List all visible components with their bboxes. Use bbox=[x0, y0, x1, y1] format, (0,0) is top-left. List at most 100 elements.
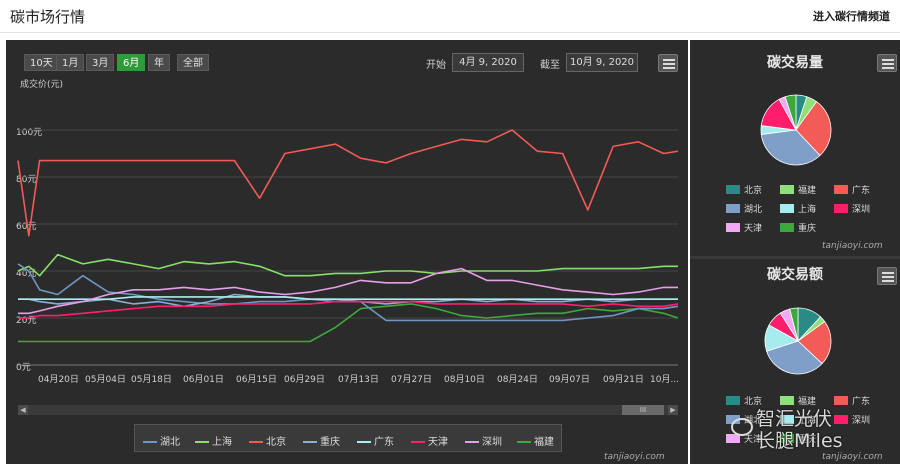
pie2-legend-guangdong[interactable]: 广东 bbox=[834, 394, 870, 407]
x-tick: 08月24日 bbox=[497, 375, 538, 385]
wechat-icon bbox=[731, 418, 753, 436]
legend-item-fujian[interactable]: 福建 bbox=[517, 433, 554, 448]
legend-swatch bbox=[834, 415, 848, 424]
x-tick: 04月20日 bbox=[38, 375, 79, 385]
pie2-legend-shenzhen[interactable]: 深圳 bbox=[834, 413, 870, 426]
x-tick: 07月27日 bbox=[391, 375, 432, 385]
pie1-legend-shenzhen[interactable]: 深圳 bbox=[834, 202, 870, 215]
legend-label: 湖北 bbox=[744, 416, 763, 426]
watermark-line2: 长腿Miles bbox=[756, 430, 843, 452]
pie-slice-湖北 bbox=[760, 129, 821, 166]
legend-swatch bbox=[780, 396, 794, 405]
chart-scrollbar[interactable]: ◀ III ▶ bbox=[18, 405, 678, 415]
legend-swatch bbox=[465, 441, 479, 443]
series-line-深圳 bbox=[18, 267, 678, 315]
legend-label: 北京 bbox=[744, 397, 763, 407]
x-tick: 06月15日 bbox=[236, 375, 277, 385]
pie1-legend-tianjin[interactable]: 天津 bbox=[726, 221, 762, 234]
legend-label: 福建 bbox=[534, 437, 554, 448]
legend-swatch bbox=[726, 204, 740, 213]
x-tick: 07月13日 bbox=[338, 375, 379, 385]
y-tick: 0元 bbox=[16, 363, 31, 373]
legend-swatch bbox=[780, 204, 794, 213]
amount-pie-title: 碳交易额 bbox=[767, 267, 823, 283]
y-tick: 60元 bbox=[16, 222, 37, 232]
range-button-10d[interactable]: 10天 bbox=[24, 54, 59, 71]
legend-swatch bbox=[726, 223, 740, 232]
pie1-legend-guangdong[interactable]: 广东 bbox=[834, 183, 870, 196]
legend-item-chongqing[interactable]: 重庆 bbox=[303, 433, 340, 448]
carbon-channel-link[interactable]: 进入碳行情频道 bbox=[813, 10, 890, 23]
pie1-legend-hubei[interactable]: 湖北 bbox=[726, 202, 762, 215]
x-tick: 10月... bbox=[650, 375, 680, 385]
legend-label: 重庆 bbox=[798, 224, 817, 234]
legend-item-hubei[interactable]: 湖北 bbox=[143, 433, 180, 448]
legend-label: 北京 bbox=[266, 437, 286, 448]
y-tick: 100元 bbox=[16, 128, 43, 138]
legend-item-shenzhen[interactable]: 深圳 bbox=[465, 433, 502, 448]
volume-menu-icon[interactable] bbox=[877, 54, 897, 72]
pie-slice-广东 bbox=[797, 321, 832, 365]
x-tick: 09月21日 bbox=[603, 375, 644, 385]
pie1-legend-chongqing[interactable]: 重庆 bbox=[780, 221, 816, 234]
pie1-legend-shanghai[interactable]: 上海 bbox=[780, 202, 816, 215]
pie2-legend-beijing[interactable]: 北京 bbox=[726, 394, 762, 407]
watermark-line1: 智汇光伏 bbox=[756, 408, 833, 430]
pie-slice-广东 bbox=[795, 101, 832, 157]
scroll-left-icon[interactable]: ◀ bbox=[18, 405, 28, 415]
pie1-legend-beijing[interactable]: 北京 bbox=[726, 183, 762, 196]
pie-slice-重庆 bbox=[789, 307, 799, 342]
end-date-input[interactable]: 10月 9, 2020 bbox=[566, 53, 638, 72]
range-button-all[interactable]: 全部 bbox=[177, 54, 209, 71]
legend-swatch bbox=[780, 415, 794, 424]
legend-label: 上海 bbox=[798, 416, 817, 426]
start-label: 开始 bbox=[426, 60, 446, 71]
chart-menu-icon[interactable] bbox=[658, 54, 678, 72]
legend-swatch bbox=[726, 396, 740, 405]
scroll-thumb[interactable]: III bbox=[622, 405, 664, 415]
series-line-福建 bbox=[18, 303, 679, 343]
legend-swatch bbox=[726, 415, 740, 424]
watermark: 智汇光伏 长腿Miles bbox=[756, 408, 843, 452]
legend-item-guangdong[interactable]: 广东 bbox=[357, 433, 394, 448]
legend-swatch bbox=[834, 185, 848, 194]
pie2-legend-fujian[interactable]: 福建 bbox=[780, 394, 816, 407]
legend-label: 深圳 bbox=[482, 437, 502, 448]
pie2-legend-hubei[interactable]: 湖北 bbox=[726, 413, 762, 426]
pie1-legend-fujian[interactable]: 福建 bbox=[780, 183, 816, 196]
x-tick: 06月29日 bbox=[284, 375, 325, 385]
pie-slice-重庆 bbox=[784, 94, 797, 131]
range-button-year[interactable]: 年 bbox=[148, 54, 170, 71]
legend-item-shanghai[interactable]: 上海 bbox=[195, 433, 232, 448]
legend-label: 深圳 bbox=[852, 205, 871, 215]
volume-pie-title: 碳交易量 bbox=[767, 55, 823, 71]
legend-label: 重庆 bbox=[320, 437, 340, 448]
range-button-3m[interactable]: 3月 bbox=[86, 54, 115, 71]
legend-label: 福建 bbox=[798, 397, 817, 407]
pie2-legend-shanghai[interactable]: 上海 bbox=[780, 413, 816, 426]
range-button-1m[interactable]: 1月 bbox=[56, 54, 85, 71]
range-button-6m[interactable]: 6月 bbox=[117, 54, 146, 71]
legend-item-beijing[interactable]: 北京 bbox=[249, 433, 286, 448]
amount-menu-icon[interactable] bbox=[877, 267, 897, 285]
x-tick: 05月18日 bbox=[131, 375, 172, 385]
legend-label: 深圳 bbox=[852, 416, 871, 426]
legend-label: 北京 bbox=[744, 186, 763, 196]
series-line-重庆 bbox=[18, 293, 678, 308]
pie2-legend-chongqing[interactable]: 重庆 bbox=[780, 432, 816, 445]
amount-pie-chart bbox=[764, 307, 832, 375]
y-tick: 20元 bbox=[16, 316, 37, 326]
scroll-right-icon[interactable]: ▶ bbox=[668, 405, 678, 415]
legend-swatch bbox=[726, 434, 740, 443]
price-chart-panel bbox=[6, 40, 688, 464]
x-tick: 05月04日 bbox=[85, 375, 126, 385]
legend-item-tianjin[interactable]: 天津 bbox=[411, 433, 448, 448]
header-divider bbox=[0, 32, 900, 33]
legend-swatch bbox=[780, 185, 794, 194]
start-date-input[interactable]: 4月 9, 2020 bbox=[452, 53, 524, 72]
pie2-legend-tianjin[interactable]: 天津 bbox=[726, 432, 762, 445]
page-title: 碳市场行情 bbox=[10, 8, 86, 26]
y-tick: 80元 bbox=[16, 175, 37, 185]
y-tick: 40元 bbox=[16, 269, 37, 279]
